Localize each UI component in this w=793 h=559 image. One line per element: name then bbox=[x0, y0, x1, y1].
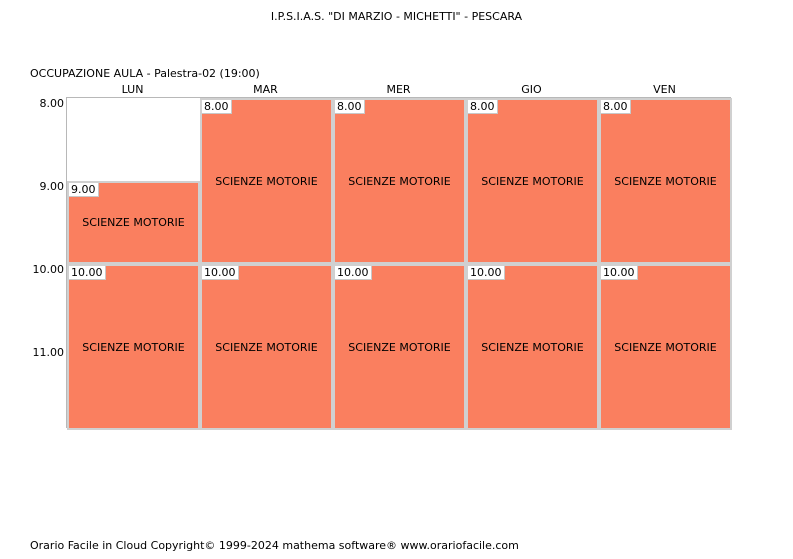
room-occupancy-heading: OCCUPAZIONE AULA - Palestra-02 (19:00) bbox=[30, 67, 260, 80]
timetable-grid: 9.00 SCIENZE MOTORIE 10.00 SCIENZE MOTORIE 8… bbox=[66, 97, 732, 430]
lesson-start-time: 10.00 bbox=[601, 266, 638, 280]
day-header-lun: LUN bbox=[121, 83, 144, 96]
hour-label-8: 8.00 bbox=[39, 97, 65, 110]
lesson-block[interactable]: 8.00 SCIENZE MOTORIE bbox=[466, 98, 599, 264]
lesson-block[interactable]: 10.00 SCIENZE MOTORIE bbox=[200, 264, 333, 430]
lesson-start-time: 8.00 bbox=[468, 100, 498, 114]
lesson-subject: SCIENZE MOTORIE bbox=[215, 340, 318, 354]
lesson-start-time: 9.00 bbox=[69, 183, 99, 197]
hour-label-9: 9.00 bbox=[39, 180, 65, 193]
day-header-ven: VEN bbox=[653, 83, 676, 96]
lesson-subject: SCIENZE MOTORIE bbox=[215, 174, 318, 188]
lesson-subject: SCIENZE MOTORIE bbox=[348, 340, 451, 354]
lesson-block[interactable]: 10.00 SCIENZE MOTORIE bbox=[67, 264, 200, 430]
lesson-subject: SCIENZE MOTORIE bbox=[481, 340, 584, 354]
lesson-block[interactable]: 8.00 SCIENZE MOTORIE bbox=[200, 98, 333, 264]
lesson-start-time: 10.00 bbox=[202, 266, 239, 280]
lesson-block[interactable]: 10.00 SCIENZE MOTORIE bbox=[599, 264, 732, 430]
lesson-start-time: 10.00 bbox=[468, 266, 505, 280]
lesson-start-time: 8.00 bbox=[202, 100, 232, 114]
lesson-subject: SCIENZE MOTORIE bbox=[481, 174, 584, 188]
lesson-start-time: 10.00 bbox=[69, 266, 106, 280]
hour-label-10: 10.00 bbox=[32, 263, 65, 276]
lesson-start-time: 8.00 bbox=[601, 100, 631, 114]
school-title: I.P.S.I.A.S. "DI MARZIO - MICHETTI" - PE… bbox=[270, 10, 523, 23]
lesson-start-time: 8.00 bbox=[335, 100, 365, 114]
lesson-subject: SCIENZE MOTORIE bbox=[82, 340, 185, 354]
day-header-gio: GIO bbox=[521, 83, 542, 96]
lesson-start-time: 10.00 bbox=[335, 266, 372, 280]
footer-copyright: Orario Facile in Cloud Copyright© 1999-2… bbox=[30, 539, 519, 552]
day-header-mer: MER bbox=[386, 83, 411, 96]
lesson-subject: SCIENZE MOTORIE bbox=[348, 174, 451, 188]
lesson-block[interactable]: 10.00 SCIENZE MOTORIE bbox=[333, 264, 466, 430]
lesson-subject: SCIENZE MOTORIE bbox=[614, 340, 717, 354]
lesson-subject: SCIENZE MOTORIE bbox=[82, 216, 185, 229]
lesson-block[interactable]: 8.00 SCIENZE MOTORIE bbox=[333, 98, 466, 264]
hour-label-11: 11.00 bbox=[32, 346, 65, 359]
day-header-mar: MAR bbox=[253, 83, 278, 96]
lesson-block[interactable]: 10.00 SCIENZE MOTORIE bbox=[466, 264, 599, 430]
lesson-subject: SCIENZE MOTORIE bbox=[614, 174, 717, 188]
lesson-block[interactable]: 8.00 SCIENZE MOTORIE bbox=[599, 98, 732, 264]
lesson-block[interactable]: 9.00 SCIENZE MOTORIE bbox=[67, 181, 200, 264]
